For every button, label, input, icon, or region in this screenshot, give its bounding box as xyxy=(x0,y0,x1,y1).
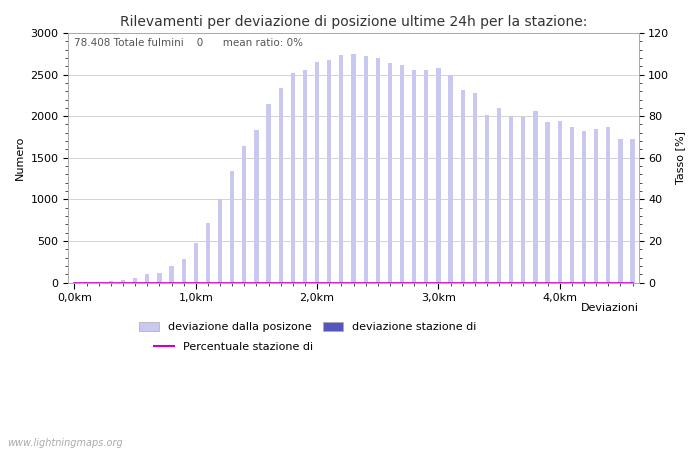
Bar xyxy=(522,117,526,283)
Bar xyxy=(206,223,210,283)
Text: Deviazioni: Deviazioni xyxy=(580,302,638,313)
Bar xyxy=(473,93,477,283)
Bar xyxy=(412,70,416,283)
Bar xyxy=(618,140,622,283)
Bar xyxy=(570,127,574,283)
Bar xyxy=(315,62,319,283)
Bar xyxy=(485,114,489,283)
Y-axis label: Numero: Numero xyxy=(15,135,25,180)
Bar xyxy=(340,55,344,283)
Bar xyxy=(230,171,235,283)
Bar xyxy=(606,127,610,283)
Bar xyxy=(279,88,283,283)
Legend: Percentuale stazione di: Percentuale stazione di xyxy=(154,342,314,352)
Bar xyxy=(449,76,453,283)
Bar xyxy=(181,259,186,283)
Bar xyxy=(558,121,562,283)
Bar xyxy=(509,116,513,283)
Bar xyxy=(388,63,392,283)
Bar xyxy=(303,70,307,283)
Y-axis label: Tasso [%]: Tasso [%] xyxy=(675,131,685,184)
Title: Rilevamenti per deviazione di posizione ultime 24h per la stazione:: Rilevamenti per deviazione di posizione … xyxy=(120,15,587,29)
Bar xyxy=(497,108,501,283)
Bar xyxy=(242,146,246,283)
Bar xyxy=(97,282,101,283)
Bar xyxy=(267,104,271,283)
Bar xyxy=(218,199,222,283)
Bar xyxy=(533,111,538,283)
Bar xyxy=(363,56,368,283)
Bar xyxy=(254,130,258,283)
Bar xyxy=(169,266,174,283)
Bar xyxy=(461,90,465,283)
Bar xyxy=(424,70,428,283)
Bar xyxy=(327,59,331,283)
Bar xyxy=(158,273,162,283)
Bar xyxy=(400,64,404,283)
Bar xyxy=(145,274,149,283)
Bar xyxy=(594,130,598,283)
Bar xyxy=(631,140,635,283)
Bar xyxy=(582,131,586,283)
Bar xyxy=(376,58,380,283)
Bar xyxy=(545,122,550,283)
Bar xyxy=(194,243,198,283)
Text: www.lightningmaps.org: www.lightningmaps.org xyxy=(7,438,122,448)
Bar xyxy=(108,281,113,283)
Bar xyxy=(436,68,440,283)
Bar xyxy=(290,73,295,283)
Bar xyxy=(121,280,125,283)
Bar xyxy=(351,54,356,283)
Text: 78.408 Totale fulmini    0      mean ratio: 0%: 78.408 Totale fulmini 0 mean ratio: 0% xyxy=(74,38,303,48)
Bar xyxy=(133,278,137,283)
